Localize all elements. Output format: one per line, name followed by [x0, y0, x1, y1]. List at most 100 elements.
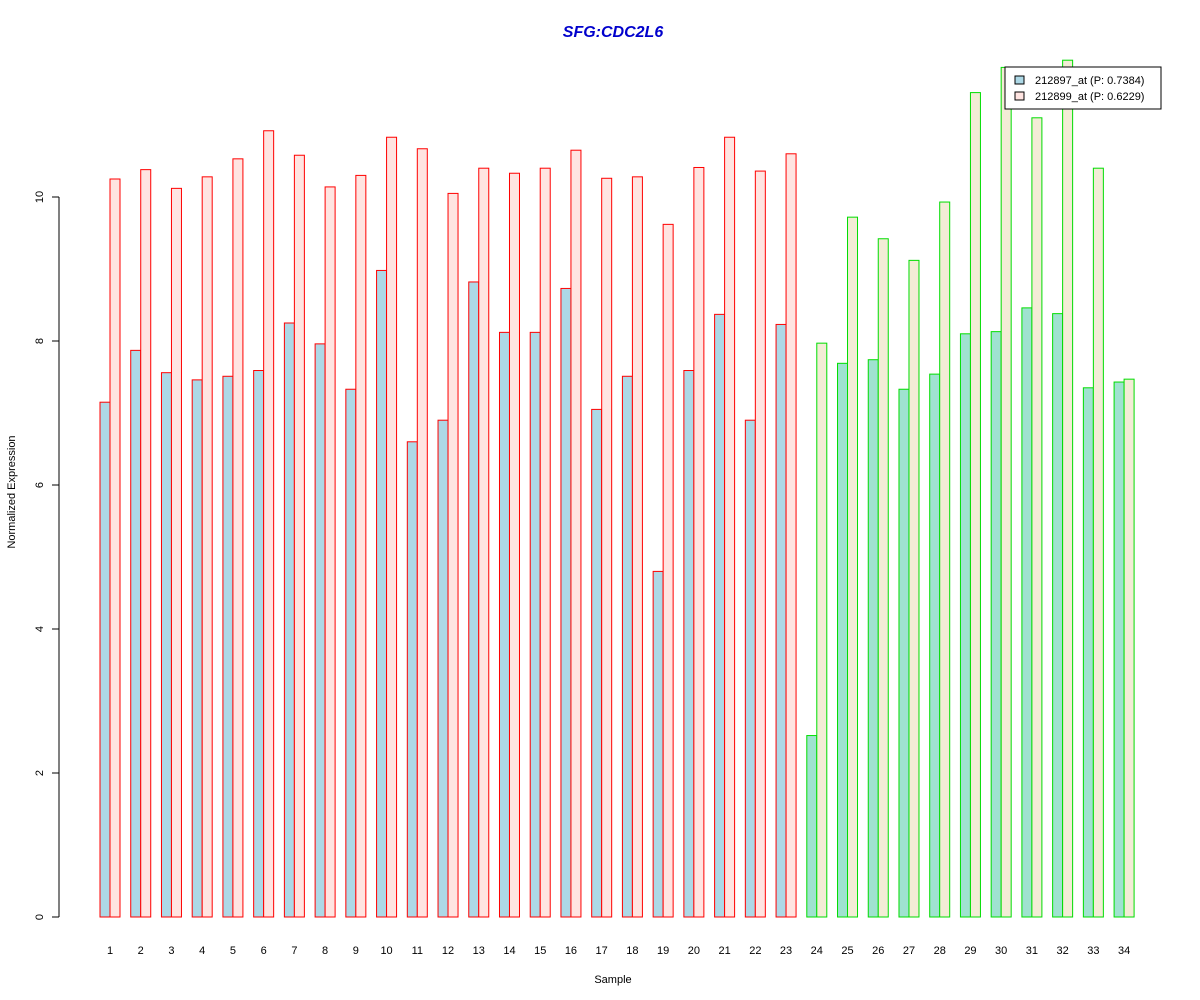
bar-212899-sample-14 [508, 172, 520, 918]
x-tick-label: 8 [322, 945, 328, 957]
x-tick-label: 25 [841, 945, 853, 957]
x-tick-label: 15 [534, 945, 546, 957]
legend-swatch-212897 [1014, 75, 1025, 85]
x-tick-label: 19 [657, 945, 669, 957]
x-tick-label: 29 [964, 945, 976, 957]
x-tick-label: 17 [596, 945, 608, 957]
bar-212899-sample-26 [877, 238, 889, 918]
x-tick-label: 1 [107, 945, 113, 957]
x-tick-label: 10 [380, 945, 392, 957]
x-tick-label: 9 [353, 945, 359, 957]
bar-212897-sample-30 [990, 331, 1002, 918]
x-tick-label: 22 [749, 945, 761, 957]
legend: 212897_at (P: 0.7384) 212899_at (P: 0.62… [1004, 66, 1162, 110]
x-tick-label: 13 [473, 945, 485, 957]
x-tick-label: 30 [995, 945, 1007, 957]
bar-212899-sample-2 [140, 169, 152, 918]
y-tick-label: 2 [34, 770, 46, 776]
bar-212899-sample-4 [201, 176, 213, 918]
bar-212899-sample-22 [754, 170, 766, 918]
bar-212897-sample-20 [683, 370, 695, 918]
bar-212897-sample-19 [652, 570, 664, 918]
bar-212899-sample-13 [478, 167, 490, 918]
bar-212899-sample-15 [539, 167, 551, 918]
bar-212899-sample-23 [785, 153, 797, 918]
chart-title: SFG:CDC2L6 [563, 24, 664, 41]
bar-212897-sample-21 [714, 313, 726, 918]
bar-212897-sample-27 [898, 388, 910, 918]
bar-212899-sample-18 [631, 176, 643, 918]
bar-212899-sample-1 [109, 178, 121, 918]
x-axis-label: Sample [594, 974, 631, 986]
bar-212899-sample-6 [263, 130, 275, 918]
y-axis: 0 2 4 6 8 10 [34, 191, 60, 920]
bar-212899-sample-11 [416, 148, 428, 918]
bar-212897-sample-10 [376, 269, 388, 918]
bar-212899-sample-24 [816, 342, 828, 918]
x-tick-label: 34 [1118, 945, 1130, 957]
x-tick-label: 27 [903, 945, 915, 957]
bar-212899-sample-8 [324, 186, 336, 918]
legend-swatch-212899 [1014, 91, 1025, 101]
legend-label-212897: 212897_at (P: 0.7384) [1035, 75, 1144, 87]
x-tick-label: 32 [1057, 945, 1069, 957]
x-tick-label: 3 [168, 945, 174, 957]
x-tick-label: 16 [565, 945, 577, 957]
bar-212899-sample-25 [847, 216, 859, 918]
legend-box [1004, 66, 1162, 110]
bar-212899-sample-16 [570, 149, 582, 918]
bar-212899-sample-27 [908, 259, 920, 918]
x-tick-label: 7 [291, 945, 297, 957]
bar-212899-sample-5 [232, 158, 244, 918]
y-tick-label: 0 [34, 914, 46, 920]
bar-212897-sample-13 [468, 281, 480, 918]
bar-212897-sample-28 [929, 373, 941, 918]
x-tick-labels: 1 2 3 4 5 6 7 8 9 10 11 12 13 14 15 16 17 18 19 20 21 22 23 24 2… [107, 945, 1130, 957]
bar-212899-sample-12 [447, 192, 459, 918]
bar-212897-sample-8 [314, 343, 326, 918]
x-tick-label: 26 [872, 945, 884, 957]
bar-212897-sample-18 [621, 375, 633, 918]
bar-212897-sample-3 [160, 372, 172, 918]
x-tick-label: 4 [199, 945, 205, 957]
x-tick-label: 14 [503, 945, 515, 957]
bar-212899-sample-3 [170, 187, 182, 918]
y-tick-label: 8 [34, 338, 46, 344]
bar-212899-sample-17 [601, 177, 613, 918]
x-tick-label: 20 [688, 945, 700, 957]
bar-212899-sample-30 [1000, 66, 1012, 918]
bar-212897-sample-11 [406, 441, 418, 918]
bar-212897-sample-1 [99, 401, 111, 918]
bar-212897-sample-7 [283, 322, 295, 918]
bar-212897-sample-31 [1021, 307, 1033, 918]
bar-212897-sample-4 [191, 379, 203, 918]
bar-212899-sample-33 [1092, 167, 1104, 918]
x-tick-label: 24 [811, 945, 823, 957]
bar-212897-sample-12 [437, 419, 449, 918]
bar-212899-sample-9 [355, 174, 367, 918]
bar-212897-sample-34 [1113, 381, 1125, 918]
bar-212897-sample-9 [345, 388, 357, 918]
bar-212897-sample-15 [529, 331, 541, 918]
bar-212897-sample-26 [867, 359, 879, 918]
bar-212897-sample-5 [222, 375, 234, 918]
x-tick-label: 28 [934, 945, 946, 957]
x-tick-label: 6 [261, 945, 267, 957]
y-tick-label: 10 [34, 191, 46, 203]
bar-212899-sample-10 [386, 136, 398, 918]
x-tick-label: 33 [1087, 945, 1099, 957]
bar-212899-sample-21 [724, 136, 736, 918]
bar-212897-sample-22 [744, 419, 756, 918]
bar-212897-sample-32 [1052, 313, 1064, 918]
bar-212897-sample-6 [253, 370, 265, 918]
bar-212897-sample-24 [806, 735, 818, 918]
bar-212899-sample-28 [939, 201, 951, 918]
x-tick-label: 11 [412, 945, 423, 957]
bar-212897-sample-16 [560, 287, 572, 918]
x-tick-label: 18 [626, 945, 638, 957]
y-tick-label: 4 [34, 626, 46, 632]
x-tick-label: 31 [1026, 945, 1038, 957]
bar-212899-sample-7 [293, 154, 305, 918]
bar-212899-sample-32 [1062, 59, 1074, 918]
